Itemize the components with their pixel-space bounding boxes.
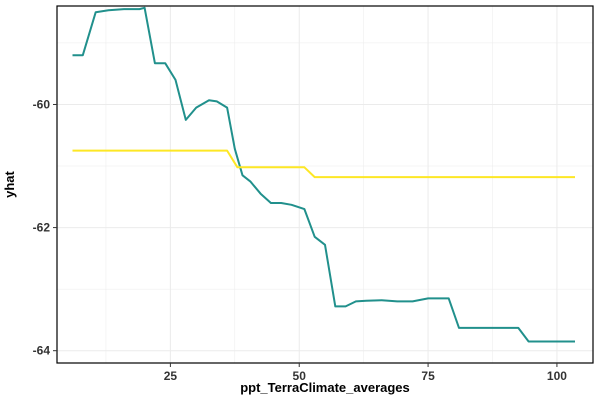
x-tick-label: 25 bbox=[164, 369, 178, 383]
series-line-1 bbox=[72, 6, 575, 343]
x-tick-label: 75 bbox=[421, 369, 435, 383]
plot-panel-border bbox=[56, 5, 594, 364]
series-lines bbox=[72, 6, 575, 343]
x-tick-label: 50 bbox=[293, 369, 307, 383]
x-tick-label: 100 bbox=[547, 369, 567, 383]
y-tick-label: -62 bbox=[33, 221, 51, 235]
y-axis-title: yhat bbox=[2, 170, 17, 197]
y-tick-label: -60 bbox=[33, 97, 51, 111]
series-line-2 bbox=[72, 149, 575, 179]
axis-ticks: 25 50 75 100 -64 -62 -60 bbox=[33, 97, 568, 383]
gridlines bbox=[57, 6, 593, 363]
y-tick-label: -64 bbox=[33, 344, 51, 358]
x-axis-title: ppt_TerraClimate_averages bbox=[240, 380, 410, 395]
